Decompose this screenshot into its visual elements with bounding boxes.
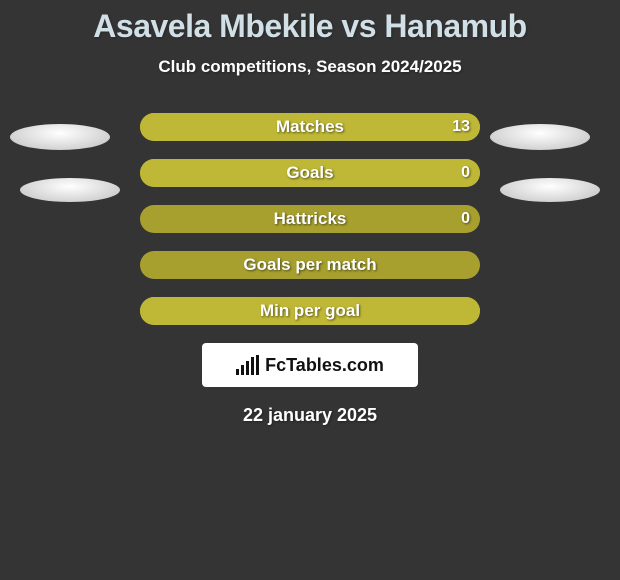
- snapshot-date: 22 january 2025: [0, 405, 620, 426]
- player-avatar-placeholder: [490, 124, 590, 150]
- stat-row: Min per goal: [140, 297, 480, 325]
- player-avatar-placeholder: [10, 124, 110, 150]
- stat-label: Hattricks: [140, 205, 480, 233]
- stat-label: Min per goal: [140, 297, 480, 325]
- logo-bars-icon: [236, 355, 259, 375]
- comparison-title: Asavela Mbekile vs Hanamub: [0, 0, 620, 45]
- stat-row: Goals per match: [140, 251, 480, 279]
- stat-row: Hattricks0: [140, 205, 480, 233]
- player-avatar-placeholder: [500, 178, 600, 202]
- stat-label: Goals per match: [140, 251, 480, 279]
- stat-value-right: 0: [461, 159, 470, 187]
- player-avatar-placeholder: [20, 178, 120, 202]
- stat-row: Matches13: [140, 113, 480, 141]
- comparison-subtitle: Club competitions, Season 2024/2025: [0, 57, 620, 77]
- logo-text: FcTables.com: [265, 355, 384, 376]
- stat-value-right: 13: [452, 113, 470, 141]
- fctables-logo: FcTables.com: [202, 343, 418, 387]
- stat-row: Goals0: [140, 159, 480, 187]
- stat-value-right: 0: [461, 205, 470, 233]
- stat-label: Matches: [140, 113, 480, 141]
- stat-label: Goals: [140, 159, 480, 187]
